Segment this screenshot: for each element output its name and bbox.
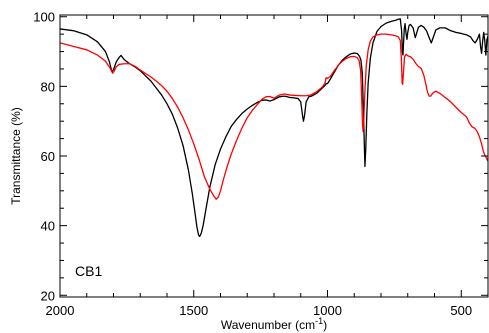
y-tick-label: 80 [41,79,55,94]
plot-area [60,18,488,238]
y-axis-title: Transmittance (%) [9,107,23,205]
plot-frame [59,14,489,298]
x-tick-label: 1500 [179,303,208,318]
x-axis-title-main: Wavenumber (cm [221,318,315,332]
x-axis-title-superscript: -1 [315,316,323,326]
x-tick-label: 2000 [46,303,75,318]
y-tick-label: 60 [41,149,55,164]
sample-label: CB1 [75,263,102,279]
x-tick-label: 1000 [313,303,342,318]
x-tick-label: 500 [450,303,472,318]
x-axis-title-close: ) [323,318,327,332]
x-axis-title: Wavenumber (cm-1) [221,316,327,332]
axes: 2000 1500 1000 500 20 40 60 80 100 [33,10,489,318]
y-tick-label: 100 [33,10,55,25]
y-tick-label: 20 [41,288,55,303]
y-tick-label: 40 [41,219,55,234]
series-line-1 [60,18,488,238]
series-group [60,18,488,238]
series-line-2 [60,33,488,200]
